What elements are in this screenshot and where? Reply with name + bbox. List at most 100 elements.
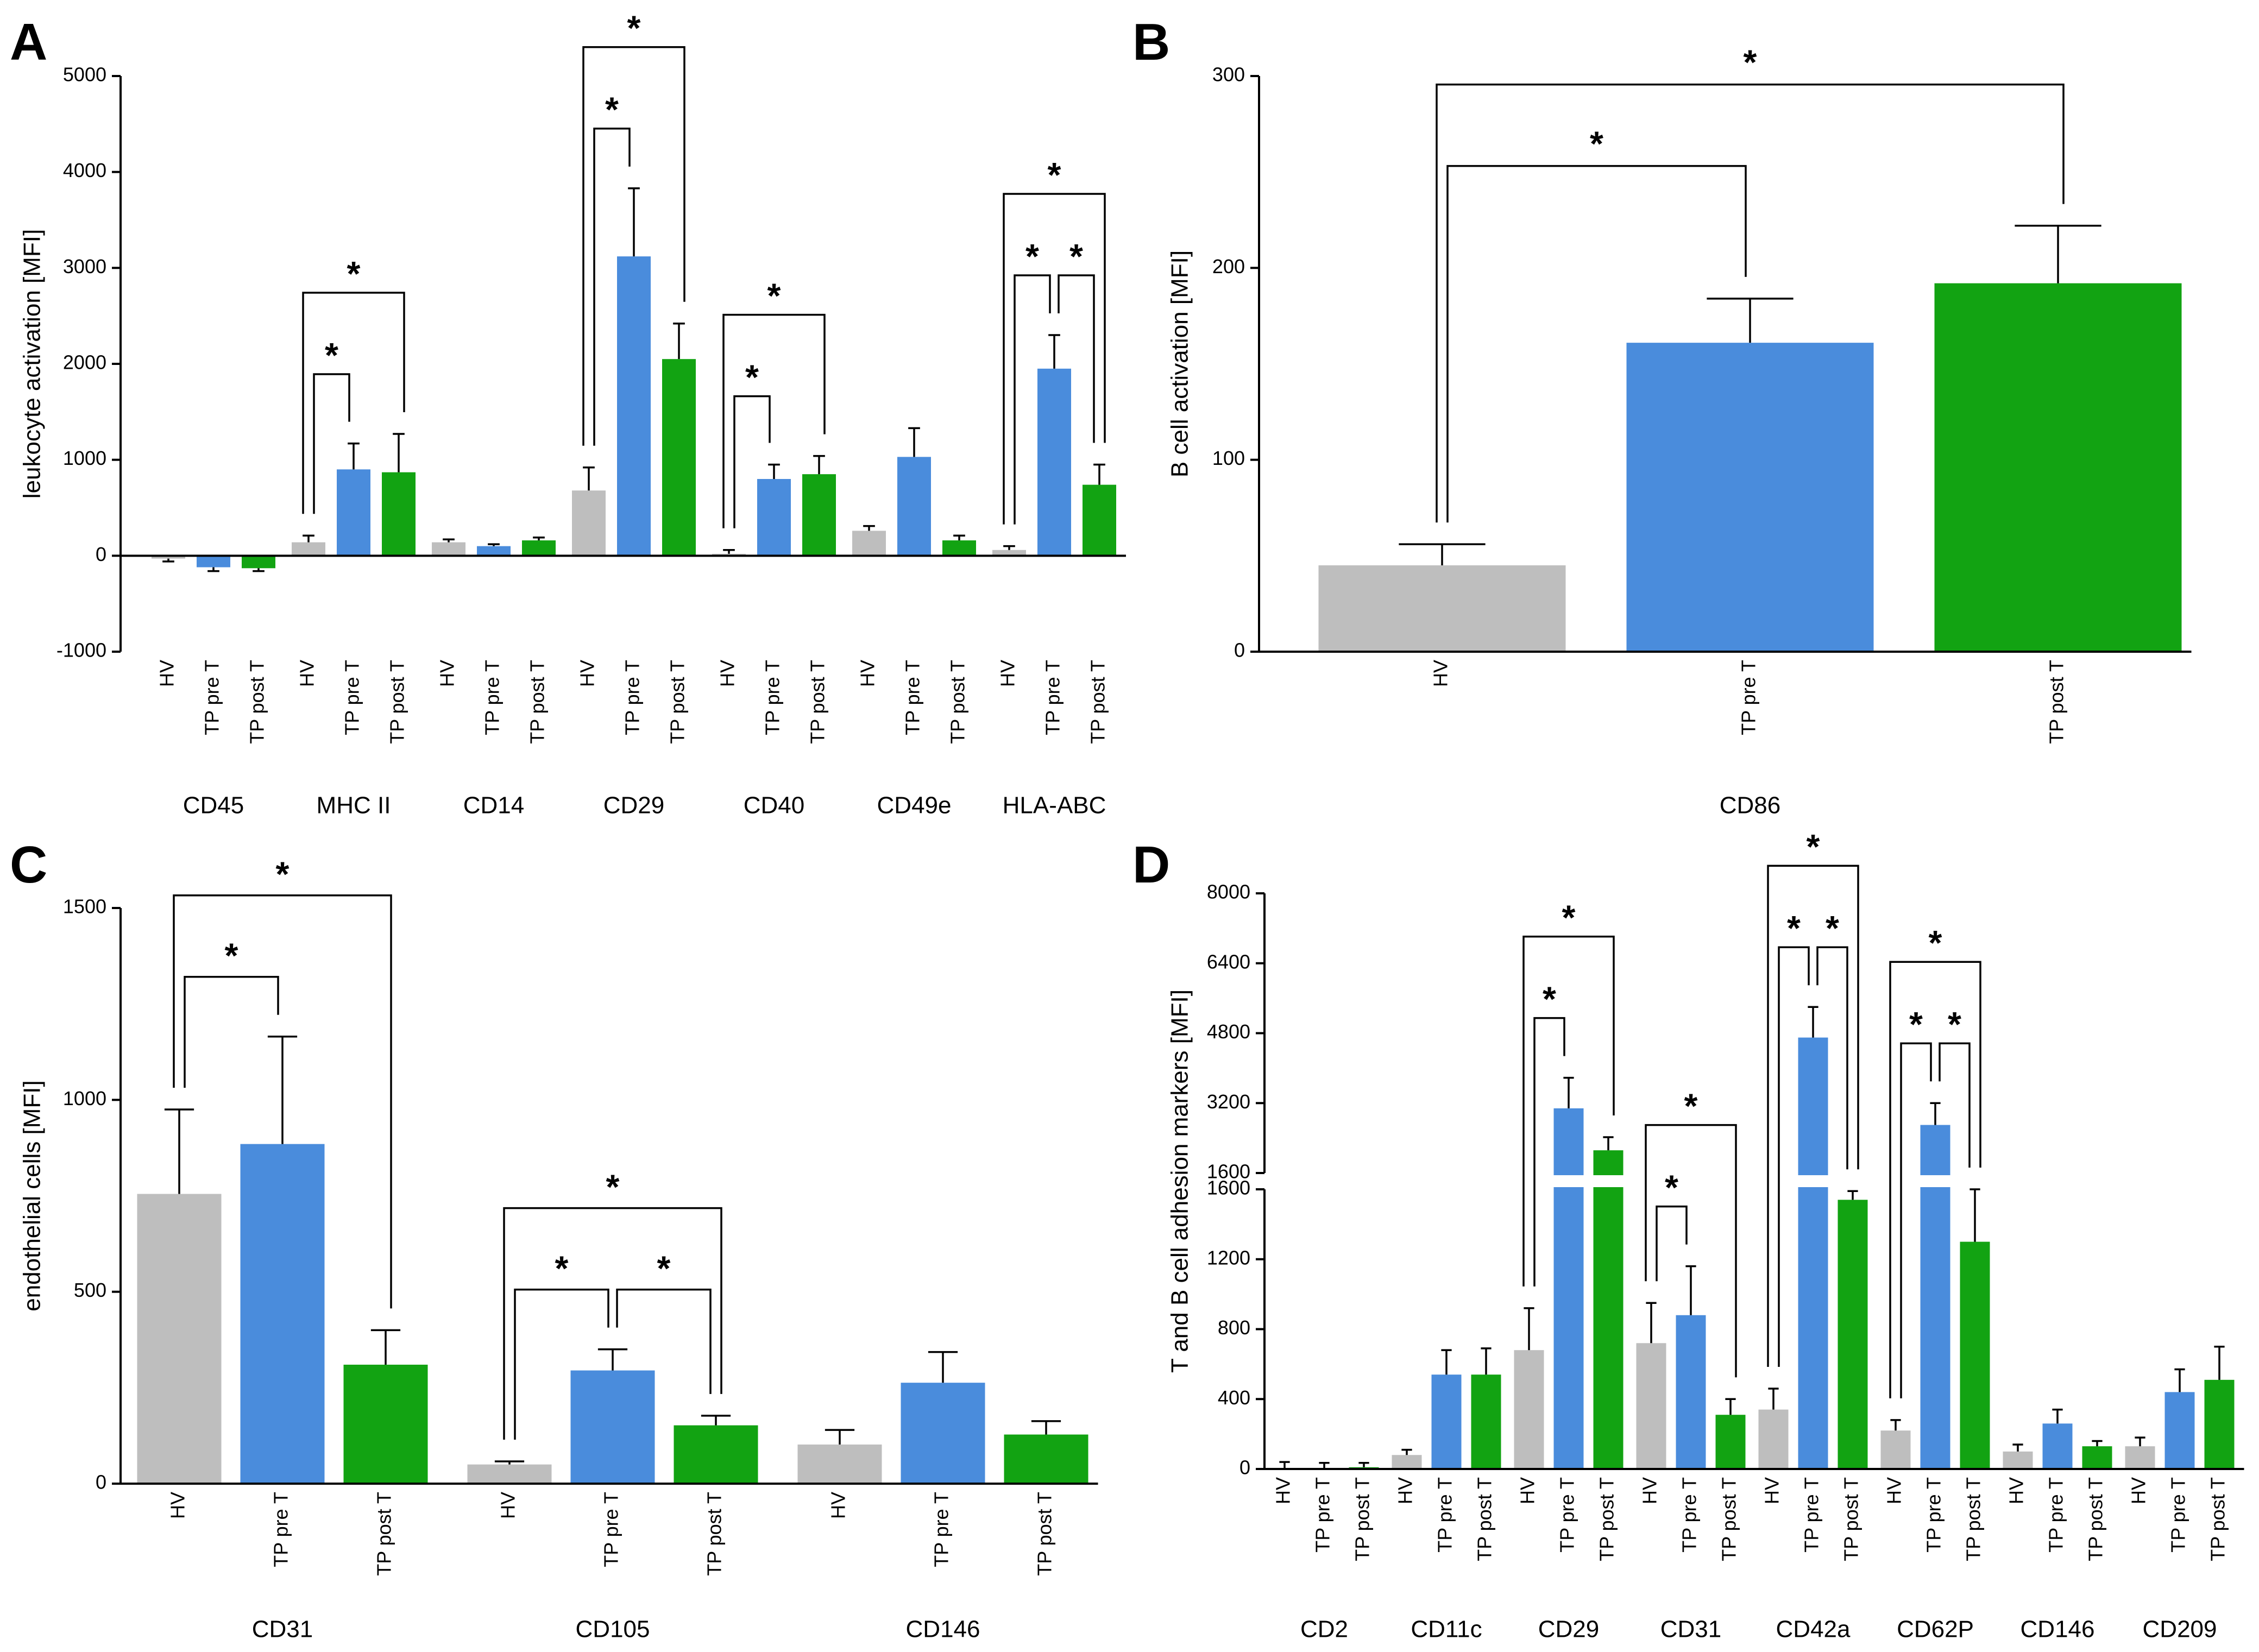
y-axis-title-b: B cell activation [MFI] <box>1167 250 1193 477</box>
group-label-c-1: CD105 <box>576 1616 650 1643</box>
bar-a-1-2 <box>382 472 416 556</box>
sig-bracket-c-4 <box>503 1207 722 1440</box>
y-tick-label-c-y-3: 1500 <box>63 896 106 918</box>
sig-star-c-3: * <box>657 1249 671 1288</box>
bar-a-6-0 <box>992 550 1026 556</box>
group-label-a-4: CD40 <box>744 792 805 819</box>
panel-c-chart: 0 500 1000 1500 endothelial cells [MFI] HV TP … <box>19 855 1098 1643</box>
sig-star-a-6: * <box>1025 237 1039 276</box>
x-tick-label-d-1-1: TP pre T <box>1434 1477 1456 1553</box>
x-tick-label-a-1-0: HV <box>296 660 318 687</box>
bar-a-5-0 <box>852 531 886 556</box>
sig-star-d-6: * <box>1807 827 1820 866</box>
x-tick-label-a-0-1: TP pre T <box>201 660 223 735</box>
bar-a-6-2 <box>1083 484 1116 556</box>
bar-a-2-0 <box>432 542 465 556</box>
bar-a-0-0 <box>152 556 185 559</box>
group-label-d-4: CD42a <box>1776 1616 1851 1643</box>
x-tick-label-d-3-1: TP pre T <box>1678 1477 1701 1553</box>
x-tick-label-b-0-0: HV <box>1430 660 1452 687</box>
sig-bracket-b-0 <box>1446 165 1747 523</box>
y-tick-label-a-y-0: -1000 <box>56 639 106 661</box>
y-tick-label-d-lower-3: 1200 <box>1207 1246 1250 1269</box>
bar-a-5-1 <box>897 457 931 556</box>
y-tick-label-b-y-1: 100 <box>1212 447 1245 469</box>
x-tick-label-d-0-0: HV <box>1272 1477 1294 1504</box>
x-tick-label-a-2-2: TP post T <box>526 660 549 744</box>
bar-d-5-2 <box>1960 1241 1990 1469</box>
y-tick-label-c-y-0: 0 <box>96 1471 106 1493</box>
bar-d-7-2 <box>2204 1379 2235 1469</box>
y-tick-label-a-y-5: 4000 <box>63 159 106 181</box>
x-tick-label-d-1-0: HV <box>1394 1477 1417 1504</box>
bar-d-1-2 <box>1471 1374 1501 1469</box>
group-label-c-2: CD146 <box>906 1616 980 1643</box>
x-tick-label-d-6-1: TP pre T <box>2045 1477 2067 1553</box>
sig-star-c-4: * <box>606 1168 620 1207</box>
x-tick-label-a-4-1: TP pre T <box>762 660 784 735</box>
sig-star-a-2: * <box>605 90 619 129</box>
sig-star-c-0: * <box>225 936 238 975</box>
x-tick-label-d-0-2: TP post T <box>1351 1477 1374 1561</box>
sig-bracket-c-2 <box>514 1288 609 1440</box>
sig-bracket-a-2 <box>593 127 631 446</box>
sig-star-b-1: * <box>1744 43 1757 82</box>
x-tick-label-a-0-2: TP post T <box>246 660 268 744</box>
y-tick-label-a-y-3: 2000 <box>63 351 106 374</box>
panel-b-chart: 0 100 200 300 B cell activation [MFI] HV TP pr… <box>1167 43 2192 819</box>
y-tick-label-c-y-1: 500 <box>74 1279 106 1301</box>
x-tick-label-d-3-2: TP post T <box>1718 1477 1740 1561</box>
group-label-d-3: CD31 <box>1660 1616 1722 1643</box>
sig-bracket-d-4 <box>1778 946 1810 1367</box>
group-label-b-0: CD86 <box>1720 792 1781 819</box>
sig-star-c-2: * <box>555 1249 569 1288</box>
x-tick-label-a-4-0: HV <box>716 660 739 687</box>
x-tick-label-d-6-0: HV <box>2005 1477 2028 1504</box>
y-tick-label-b-y-0: 0 <box>1234 639 1245 661</box>
bar-d-3-1 <box>1676 1315 1706 1469</box>
group-label-a-3: CD29 <box>603 792 665 819</box>
x-tick-label-d-5-1: TP pre T <box>1923 1477 1945 1553</box>
group-label-d-2: CD29 <box>1538 1616 1600 1643</box>
sig-star-a-3: * <box>627 9 641 48</box>
bar-a-2-1 <box>477 546 511 556</box>
sig-bracket-d-8 <box>1939 1042 1971 1168</box>
x-tick-label-c-1-1: TP pre T <box>600 1492 622 1567</box>
x-tick-label-d-2-0: HV <box>1517 1477 1539 1504</box>
sig-star-a-8: * <box>1048 155 1061 194</box>
sig-bracket-d-2 <box>1656 1205 1688 1282</box>
bar-c-2-0 <box>797 1444 882 1484</box>
y-axis-title-a: leukocyte activation [MFI] <box>19 229 46 499</box>
sig-bracket-a-6 <box>1014 274 1051 525</box>
sig-bracket-b-1 <box>1436 83 2065 523</box>
x-tick-label-c-0-1: TP pre T <box>270 1492 292 1567</box>
group-label-c-0: CD31 <box>252 1616 313 1643</box>
x-tick-label-a-2-0: HV <box>436 660 458 687</box>
x-tick-label-a-6-2: TP post T <box>1087 660 1109 744</box>
bar-d-1-1 <box>1431 1374 1462 1469</box>
sig-bracket-d-7 <box>1900 1042 1932 1398</box>
x-tick-label-c-2-1: TP pre T <box>930 1492 953 1567</box>
y-tick-label-d-lower-1: 400 <box>1218 1386 1250 1409</box>
sig-star-d-5: * <box>1826 909 1839 948</box>
y-tick-label-d-upper-9: 8000 <box>1207 881 1250 903</box>
x-tick-label-a-1-1: TP pre T <box>341 660 363 735</box>
sig-bracket-c-1 <box>173 894 392 1309</box>
x-tick-label-d-2-1: TP pre T <box>1556 1477 1578 1553</box>
bar-c-1-2 <box>674 1425 758 1484</box>
bar-d-3-2 <box>1715 1415 1746 1469</box>
bar-d-3-0 <box>1636 1343 1666 1469</box>
bar-d-1-0 <box>1392 1455 1422 1469</box>
bar-a-1-0 <box>292 542 325 556</box>
x-tick-label-d-3-0: HV <box>1639 1477 1661 1504</box>
x-tick-label-d-7-1: TP pre T <box>2167 1477 2189 1553</box>
bar-d-2-1 <box>1553 1108 1584 1469</box>
bar-a-3-0 <box>572 490 606 556</box>
group-label-a-0: CD45 <box>183 792 244 819</box>
x-tick-label-a-5-0: HV <box>857 660 879 687</box>
bar-c-0-1 <box>240 1144 325 1484</box>
sig-star-d-4: * <box>1787 909 1801 948</box>
sig-star-a-5: * <box>767 276 781 316</box>
sig-star-a-4: * <box>745 358 759 397</box>
x-tick-label-d-4-0: HV <box>1761 1477 1783 1504</box>
